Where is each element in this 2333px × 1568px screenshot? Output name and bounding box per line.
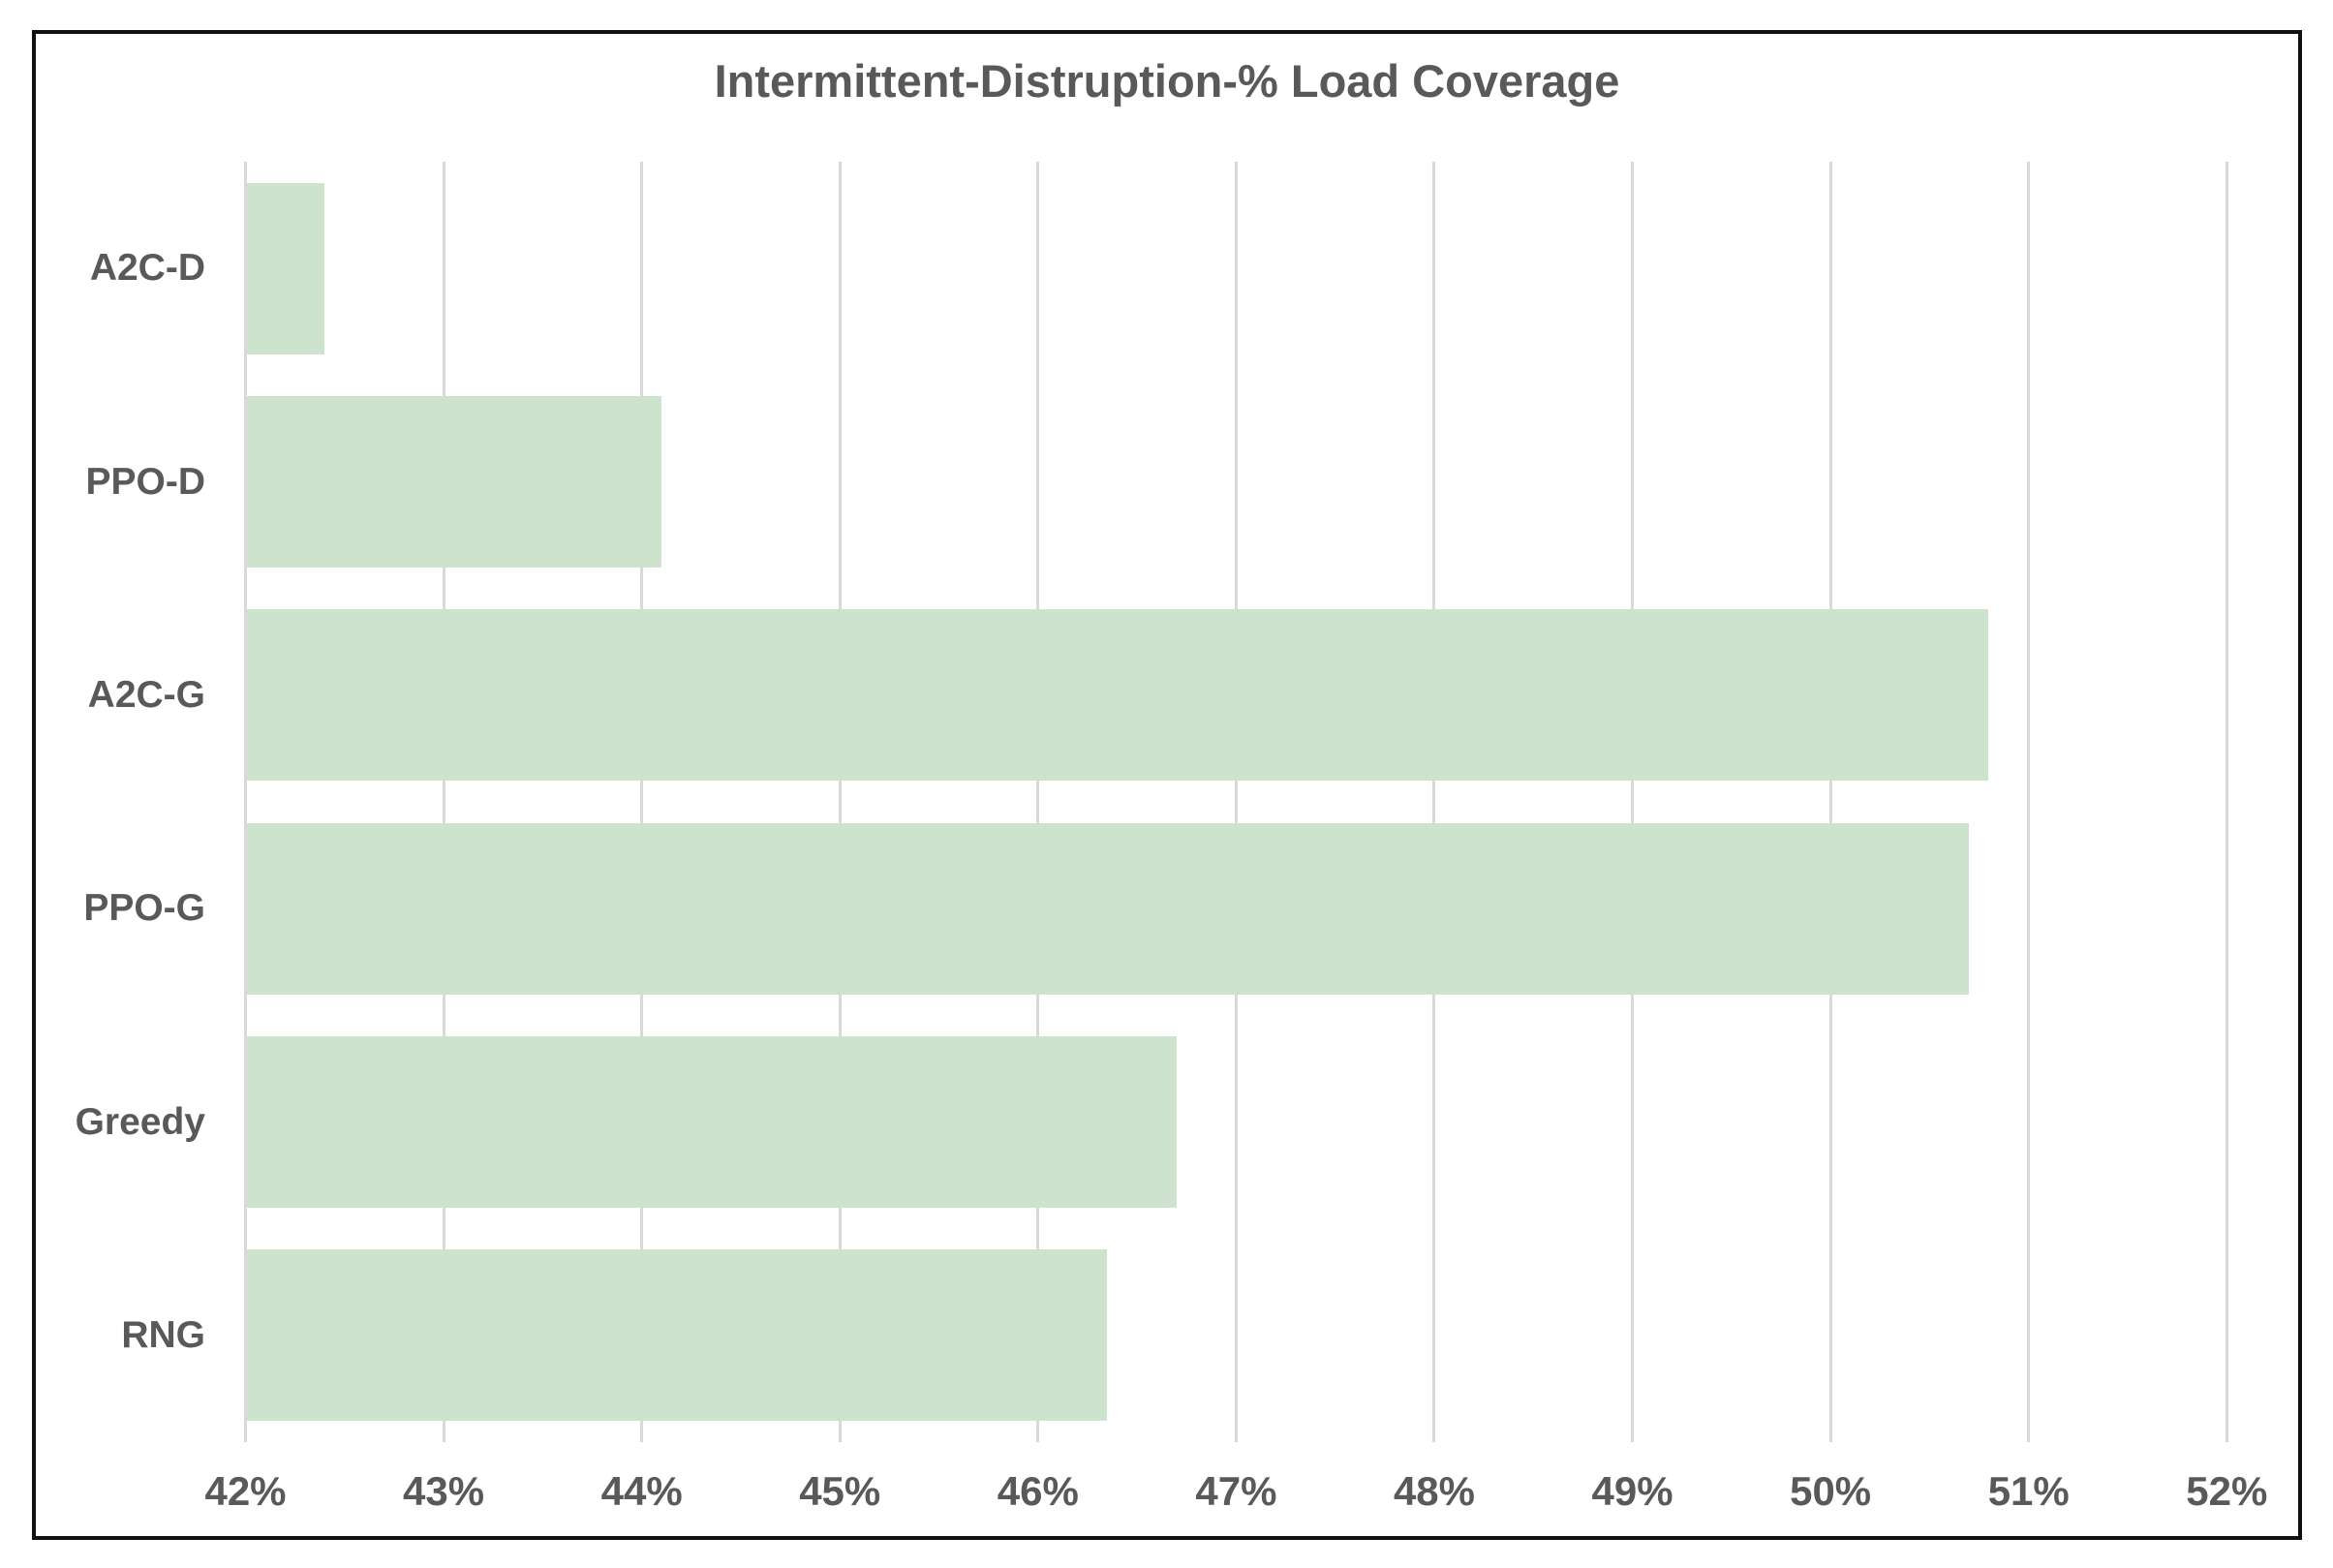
gridline xyxy=(2027,162,2031,1442)
y-category-label: PPO-G xyxy=(83,887,205,930)
y-category-label: A2C-D xyxy=(89,247,205,290)
x-tick-label: 43% xyxy=(403,1468,485,1514)
bar-rng xyxy=(247,1249,1107,1422)
bar-a2c-g xyxy=(247,609,1989,782)
bar-ppo-g xyxy=(247,822,1969,995)
y-category-label: A2C-G xyxy=(87,673,205,716)
x-tick-label: 51% xyxy=(1987,1468,2070,1514)
x-tick-label: 49% xyxy=(1591,1468,1673,1514)
gridline xyxy=(244,162,247,1442)
gridline xyxy=(1234,162,1238,1442)
y-category-label: Greedy xyxy=(75,1100,205,1143)
gridline xyxy=(442,162,445,1442)
gridline xyxy=(1432,162,1436,1442)
gridline xyxy=(838,162,842,1442)
x-tick-label: 45% xyxy=(799,1468,881,1514)
x-tick-label: 50% xyxy=(1790,1468,1872,1514)
x-tick-label: 52% xyxy=(2186,1468,2268,1514)
x-tick-label: 48% xyxy=(1393,1468,1475,1514)
gridline xyxy=(2225,162,2228,1442)
x-tick-label: 42% xyxy=(204,1468,287,1514)
y-category-label: RNG xyxy=(121,1313,205,1356)
gridline xyxy=(640,162,644,1442)
bar-a2c-d xyxy=(247,182,324,354)
y-category-label: PPO-D xyxy=(85,460,205,503)
gridline xyxy=(1036,162,1040,1442)
x-tick-label: 47% xyxy=(1195,1468,1277,1514)
gridline xyxy=(1828,162,1832,1442)
bar-greedy xyxy=(247,1036,1177,1208)
x-tick-label: 46% xyxy=(997,1468,1079,1514)
gridline xyxy=(1631,162,1635,1442)
chart-title: Intermittent-Distruption-% Load Coverage xyxy=(714,55,1620,107)
x-tick-label: 44% xyxy=(600,1468,683,1514)
bar-ppo-d xyxy=(247,396,661,568)
